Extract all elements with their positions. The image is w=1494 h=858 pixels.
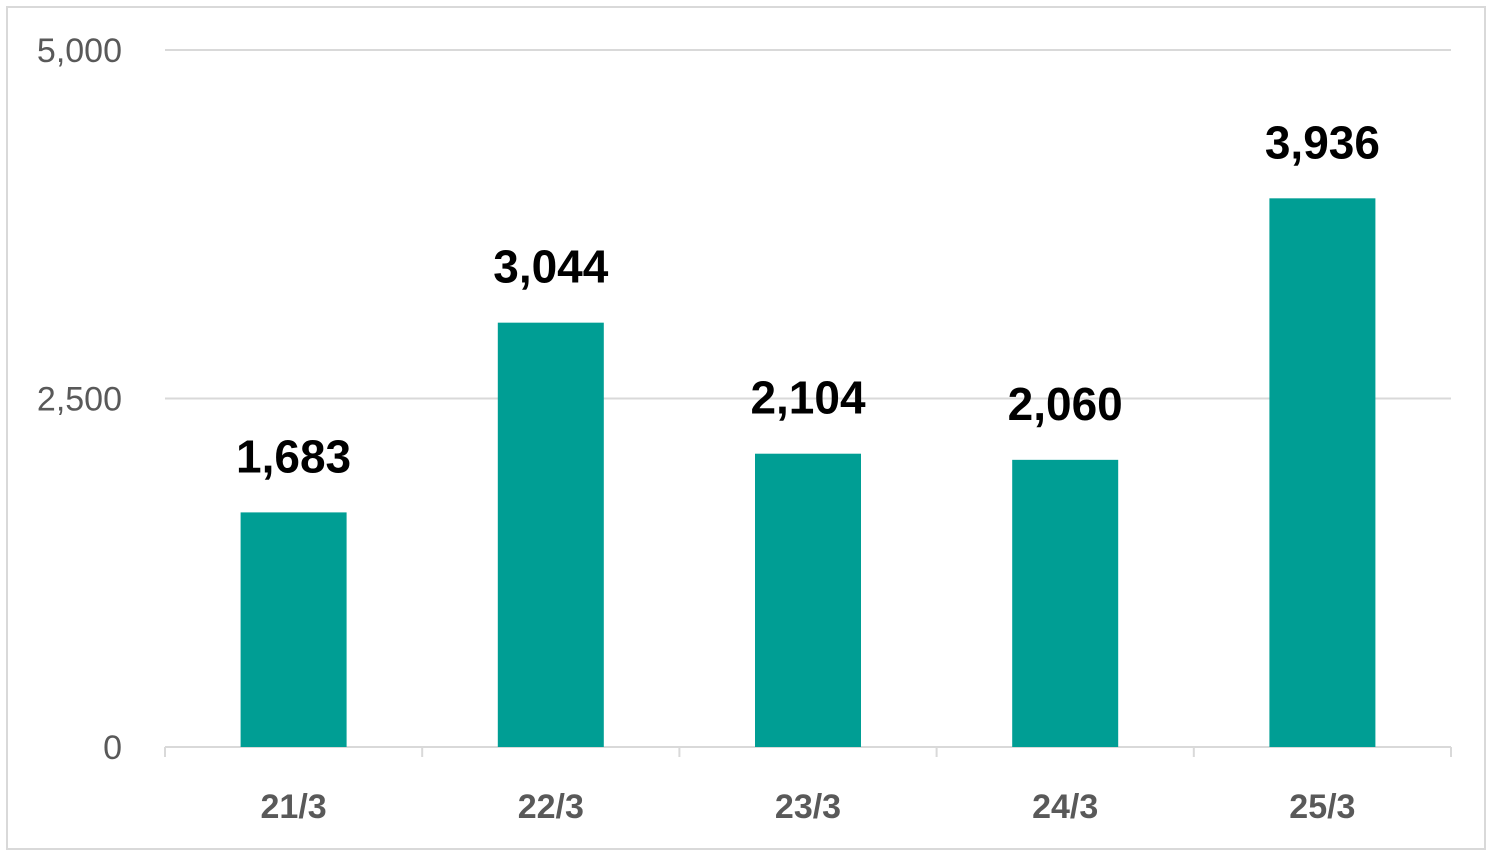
data-label: 1,683 (236, 430, 351, 482)
bar (1269, 198, 1376, 747)
x-tick-label: 22/3 (518, 788, 584, 826)
data-label: 2,060 (1008, 378, 1123, 430)
x-tick-label: 25/3 (1289, 788, 1355, 826)
bar (1012, 459, 1119, 747)
data-label: 3,044 (493, 241, 609, 293)
data-label: 3,936 (1265, 116, 1380, 168)
x-tick-label: 21/3 (261, 788, 327, 826)
x-tick-label: 24/3 (1032, 788, 1098, 826)
data-label: 2,104 (750, 372, 866, 424)
bar (240, 512, 347, 747)
x-tick-label: 23/3 (775, 788, 841, 826)
y-tick-label: 0 (103, 729, 122, 767)
bar (755, 453, 861, 747)
y-tick-label: 5,000 (37, 32, 122, 70)
y-tick-label: 2,500 (37, 381, 122, 419)
bar (497, 322, 604, 747)
